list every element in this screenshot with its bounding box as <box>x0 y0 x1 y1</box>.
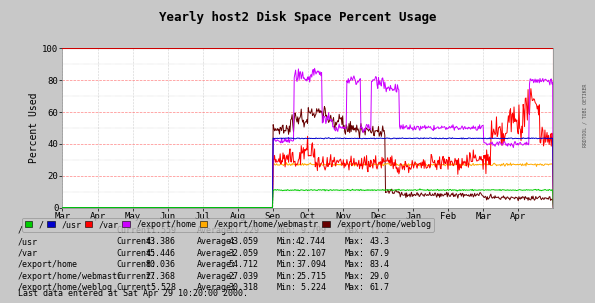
Text: /export/home: /export/home <box>18 260 78 269</box>
Text: Max:: Max: <box>345 226 365 235</box>
Text: Max:: Max: <box>345 272 365 281</box>
Text: /export/home/weblog: /export/home/weblog <box>18 283 113 292</box>
Text: Current:: Current: <box>116 237 156 246</box>
Text: 5.528: 5.528 <box>146 283 176 292</box>
Text: 27.368: 27.368 <box>146 272 176 281</box>
Text: Min:: Min: <box>277 260 297 269</box>
Text: 30.318: 30.318 <box>229 283 259 292</box>
Text: 27.039: 27.039 <box>229 272 259 281</box>
Text: 22.107: 22.107 <box>296 249 326 258</box>
Text: Last data entered at Sat Apr 29 10:20:00 2000.: Last data entered at Sat Apr 29 10:20:00… <box>18 288 248 298</box>
Text: /: / <box>18 226 23 235</box>
Text: Min:: Min: <box>277 249 297 258</box>
Text: Yearly host2 Disk Space Percent Usage: Yearly host2 Disk Space Percent Usage <box>159 11 436 24</box>
Text: Min:: Min: <box>277 237 297 246</box>
Text: Current:: Current: <box>116 226 156 235</box>
Text: 37.094: 37.094 <box>296 260 326 269</box>
Text: Current:: Current: <box>116 272 156 281</box>
Text: 45.446: 45.446 <box>146 249 176 258</box>
Text: 9.799: 9.799 <box>296 226 326 235</box>
Text: 42.744: 42.744 <box>296 237 326 246</box>
Text: Current:: Current: <box>116 260 156 269</box>
Text: Current:: Current: <box>116 249 156 258</box>
Text: 43.3: 43.3 <box>369 237 390 246</box>
Text: 61.7: 61.7 <box>369 283 390 292</box>
Text: 67.9: 67.9 <box>369 249 390 258</box>
Text: 11.229: 11.229 <box>229 226 259 235</box>
Y-axis label: Percent Used: Percent Used <box>29 93 39 163</box>
Text: 11.559: 11.559 <box>146 226 176 235</box>
Text: 32.059: 32.059 <box>229 249 259 258</box>
Text: Min:: Min: <box>277 272 297 281</box>
Text: RRDTOOL / TOBI OETIKER: RRDTOOL / TOBI OETIKER <box>583 84 587 147</box>
Text: Max:: Max: <box>345 237 365 246</box>
Text: 43.059: 43.059 <box>229 237 259 246</box>
Text: Average:: Average: <box>196 237 236 246</box>
Text: 54.712: 54.712 <box>229 260 259 269</box>
Text: Average:: Average: <box>196 226 236 235</box>
Text: Max:: Max: <box>345 249 365 258</box>
Text: 5.224: 5.224 <box>296 283 326 292</box>
Legend: /, /usr, /var, /export/home, /export/home/webmastr, /export/home/weblog: /, /usr, /var, /export/home, /export/hom… <box>22 218 434 232</box>
Text: Average:: Average: <box>196 260 236 269</box>
Text: Max:: Max: <box>345 260 365 269</box>
Text: /export/home/webmastr: /export/home/webmastr <box>18 272 123 281</box>
Text: 25.715: 25.715 <box>296 272 326 281</box>
Text: 43.386: 43.386 <box>146 237 176 246</box>
Text: 12.1: 12.1 <box>369 226 390 235</box>
Text: Average:: Average: <box>196 249 236 258</box>
Text: Average:: Average: <box>196 283 236 292</box>
Text: 83.4: 83.4 <box>369 260 390 269</box>
Text: Min:: Min: <box>277 283 297 292</box>
Text: 80.036: 80.036 <box>146 260 176 269</box>
Text: Min:: Min: <box>277 226 297 235</box>
Text: 29.0: 29.0 <box>369 272 390 281</box>
Text: /var: /var <box>18 249 38 258</box>
Text: /usr: /usr <box>18 237 38 246</box>
Text: Average:: Average: <box>196 272 236 281</box>
Text: Current:: Current: <box>116 283 156 292</box>
Text: Max:: Max: <box>345 283 365 292</box>
